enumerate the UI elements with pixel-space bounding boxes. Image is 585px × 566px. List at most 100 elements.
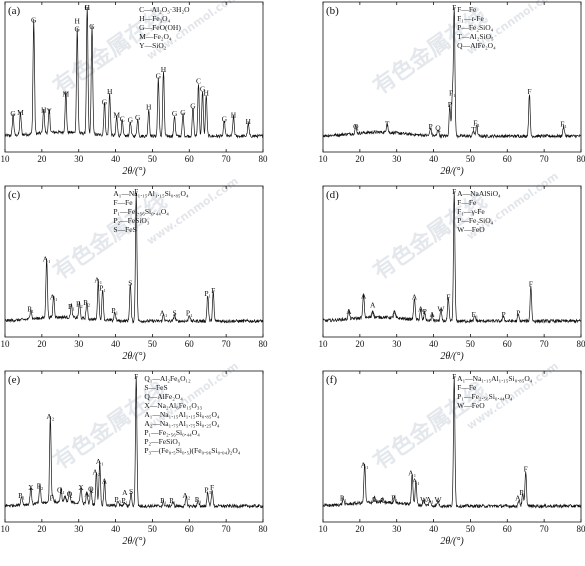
panel-4-peak-label-17-0: F bbox=[134, 372, 138, 381]
panel-0-legend-4: Y—SiO₂ bbox=[139, 41, 167, 50]
panel-0-peak-label-16-0: G bbox=[156, 72, 162, 81]
panel-2-peak-label-15-0: F bbox=[211, 286, 215, 295]
panel-4-legend-5: A₂—Na₁.₇₅Al₁.₇₅Si₀.₂₅O₄ bbox=[144, 419, 220, 428]
panel-4-legend-3: X—Na₂Al₆Fe₁₅O₃₃ bbox=[144, 401, 202, 410]
panel-3-label: (d) bbox=[326, 189, 339, 201]
panel-0-peak-label-8-0: G bbox=[89, 22, 95, 31]
panel-0-xtick-label-1: 20 bbox=[37, 154, 47, 164]
panel-1-xtick-label-3: 40 bbox=[429, 154, 439, 164]
panel-4-legend-6: P₁—Fe₂.₅₆Si₀.₄₄O₄ bbox=[144, 428, 200, 437]
panel-2-legend-1: F—Fe bbox=[113, 198, 133, 207]
panel-4-trace bbox=[4, 376, 264, 509]
panel-0-peak-label-0-0: G bbox=[10, 109, 16, 118]
panel-2-legend-0: A₁—Na₁.₁₅Al₁.₁₅Si₀.₈₅O₄ bbox=[113, 189, 189, 198]
panel-5-peak-label-9-0: W bbox=[434, 495, 442, 504]
panel-1-legend-3: T—Al₂SiO₅ bbox=[457, 32, 494, 41]
panel-0-peak-label-6-0: H bbox=[75, 17, 81, 26]
panel-3-peak-label-8-0: W bbox=[437, 305, 445, 314]
panel-3-legend-3: P—Fe₂SiO₄ bbox=[457, 216, 493, 225]
panel-3-legend-2: F₁—γ-Fe bbox=[457, 207, 485, 216]
panel-1-peak-label-1-0: T bbox=[385, 120, 390, 129]
panel-3-peak-label-10-0: F bbox=[452, 187, 456, 196]
panel-0-xtick-label-4: 50 bbox=[148, 154, 158, 164]
panel-1-peak-label-3-0: Q bbox=[435, 124, 441, 133]
panel-5-peak-label-13-0: F bbox=[524, 465, 528, 474]
panel-0-xtick-label-0: 10 bbox=[1, 154, 11, 164]
panel-1-xtick-label-2: 30 bbox=[392, 154, 402, 164]
panel-0-peak-label-24-0: G bbox=[222, 114, 228, 123]
panel-5-label: (f) bbox=[326, 374, 337, 386]
panel-2-peak-label-7-0: P₁ bbox=[99, 284, 106, 293]
panel-2-legend-4: S—FeS bbox=[113, 225, 136, 234]
panel-0-peak-label-5-0: M bbox=[62, 90, 69, 99]
panel-4-peak-label-12-0: A bbox=[102, 476, 108, 485]
panel-0-legend-2: G—FeO(OH) bbox=[139, 23, 181, 32]
panel-4-xtick-label-0: 10 bbox=[1, 524, 11, 534]
panel-0-trace bbox=[4, 7, 264, 139]
panel-1-xtick-label-1: 20 bbox=[355, 154, 365, 164]
panel-4-xtick-label-5: 60 bbox=[185, 524, 195, 534]
panel-3-frame bbox=[322, 185, 582, 338]
panel-1-peak-label-5-0: F₁ bbox=[449, 88, 456, 97]
panel-0-peak-label-22-0: G bbox=[200, 85, 206, 94]
panel-3-peak-label-1-0: A bbox=[361, 291, 367, 300]
panel-1-peak-label-6-0: F bbox=[452, 3, 456, 12]
panel-3-peak-label-0-0: A bbox=[346, 307, 352, 316]
panel-3-peak-label-3-0: A bbox=[392, 308, 398, 317]
panel-5-peak-label-7-0: W bbox=[420, 495, 428, 504]
panel-4-peak-label-15-0: A bbox=[122, 488, 128, 497]
panel-0-peak-label-7-1: H bbox=[84, 3, 90, 12]
panel-1-xtick-label-7: 80 bbox=[577, 154, 585, 164]
panel-5-legend-2: P₁—Fe₂.₅₆Si₀.₄₄O₄ bbox=[457, 392, 513, 401]
panel-3-peak-label-4-0: A bbox=[412, 293, 418, 302]
panel-4-peak-label-7-0: X bbox=[78, 483, 84, 492]
panel-3-peak-label-6-0: P bbox=[423, 307, 427, 316]
panel-5-peak-label-3-0: A₁ bbox=[379, 496, 387, 505]
panel-5-xtick-label-1: 20 bbox=[355, 524, 365, 534]
panel-3-peak-label-2-1: A bbox=[370, 308, 376, 317]
panel-4-xtick-label-4: 50 bbox=[148, 524, 158, 534]
panel-2-peak-label-0-0: P₁ bbox=[27, 305, 34, 314]
panel-2-xtick-label-3: 40 bbox=[111, 339, 121, 349]
panel-4-peak-label-15-1: P₁ bbox=[121, 496, 128, 505]
panel-0-xtick-label-6: 70 bbox=[222, 154, 232, 164]
panel-2-xtick-label-2: 30 bbox=[74, 339, 84, 349]
panel-0-peak-label-10-0: H bbox=[107, 87, 113, 96]
panel-2-frame bbox=[4, 185, 264, 338]
panel-3-xtick-label-4: 50 bbox=[466, 339, 476, 349]
panel-0-peak-label-3-0: H bbox=[41, 105, 47, 114]
panel-4-peak-label-6-0: Q bbox=[67, 490, 73, 499]
panel-4-peak-label-23-0: F bbox=[210, 483, 214, 492]
panel-0-label: (a) bbox=[8, 5, 21, 17]
panel-3-xtick-label-2: 30 bbox=[392, 339, 402, 349]
panel-4-xlabel: 2θ/(°) bbox=[122, 536, 146, 547]
panel-2-legend-3: P₂—FeSiO₃ bbox=[113, 216, 149, 225]
panel-0-peak-label-4-0: Y bbox=[47, 107, 53, 116]
panel-3-legend-0: A—NaAlSiO₄ bbox=[457, 189, 501, 198]
panel-0-peak-label-15-0: H bbox=[146, 103, 152, 112]
panel-4-legend-4: A₁—Na₁.₁₅Al₁.₁₅Si₀.₈₅O₄ bbox=[144, 410, 220, 419]
panel-2-xtick-label-5: 60 bbox=[185, 339, 195, 349]
panel-4-peak-label-21-0: P₁ bbox=[195, 495, 202, 504]
panel-2-label: (c) bbox=[8, 189, 21, 201]
panel-5-xtick-label-0: 10 bbox=[319, 524, 329, 534]
panel-3-xlabel: 2θ/(°) bbox=[440, 351, 464, 362]
panel-2-peak-label-9-0: S bbox=[128, 278, 132, 287]
panel-4-legend-0: Q₁—Al₂Fe₆O₁₂ bbox=[144, 374, 191, 383]
panel-4-frame bbox=[4, 370, 264, 523]
panel-1-peak-label-0-0: Q bbox=[353, 122, 359, 131]
panel-4-peak-label-19-0: P₁ bbox=[169, 496, 176, 505]
panel-3-legend-1: F—Fe bbox=[457, 198, 477, 207]
panel-2-trace bbox=[4, 192, 264, 324]
panel-5-xtick-label-2: 30 bbox=[392, 524, 402, 534]
panel-3-peak-label-12-0: P bbox=[502, 310, 506, 319]
panel-2-peak-label-2-0: A₁ bbox=[50, 293, 58, 302]
panel-1-peak-label-8-0: F₁ bbox=[473, 118, 480, 127]
panel-3-xtick-label-5: 60 bbox=[503, 339, 513, 349]
panel-3-peak-label-11-0: F₁ bbox=[471, 310, 478, 319]
panel-2-xtick-label-6: 70 bbox=[222, 339, 232, 349]
panel-0-peak-label-14-0: G bbox=[135, 113, 141, 122]
panel-2-peak-label-3-0: P₁ bbox=[68, 302, 75, 311]
panel-0-peak-label-23-0: H bbox=[204, 88, 210, 97]
panel-5-peak-label-4-0: P₁ bbox=[391, 493, 398, 502]
